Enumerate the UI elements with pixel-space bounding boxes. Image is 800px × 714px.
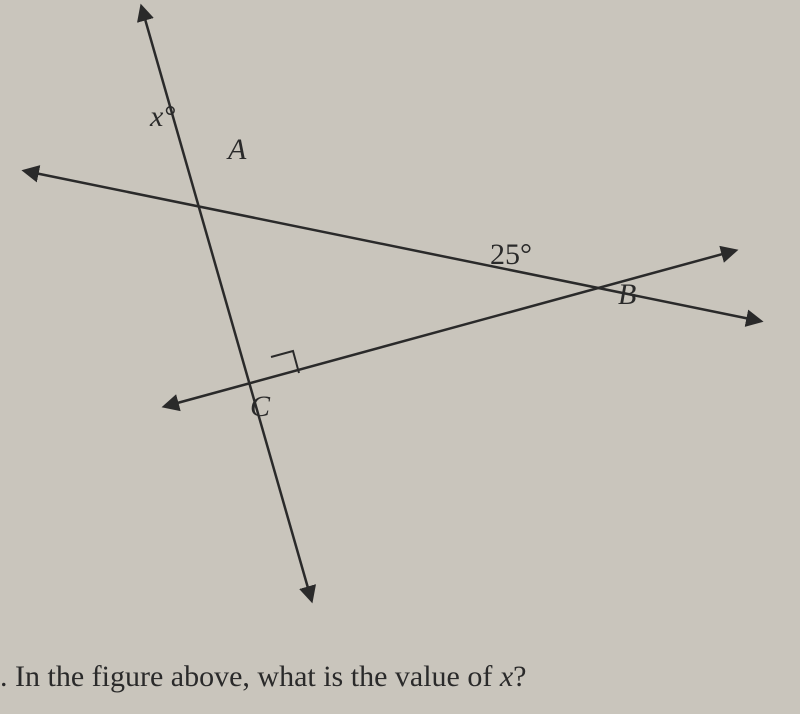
point-b-label: B (618, 278, 636, 312)
point-a-label: A (228, 133, 246, 167)
line-cb (170, 252, 730, 405)
point-c-label: C (250, 390, 270, 424)
question-text: . In the figure above, what is the value… (0, 660, 527, 694)
line-ab (30, 172, 755, 320)
angle-25-label: 25° (490, 238, 532, 272)
angle-x-label: x° (150, 100, 175, 134)
